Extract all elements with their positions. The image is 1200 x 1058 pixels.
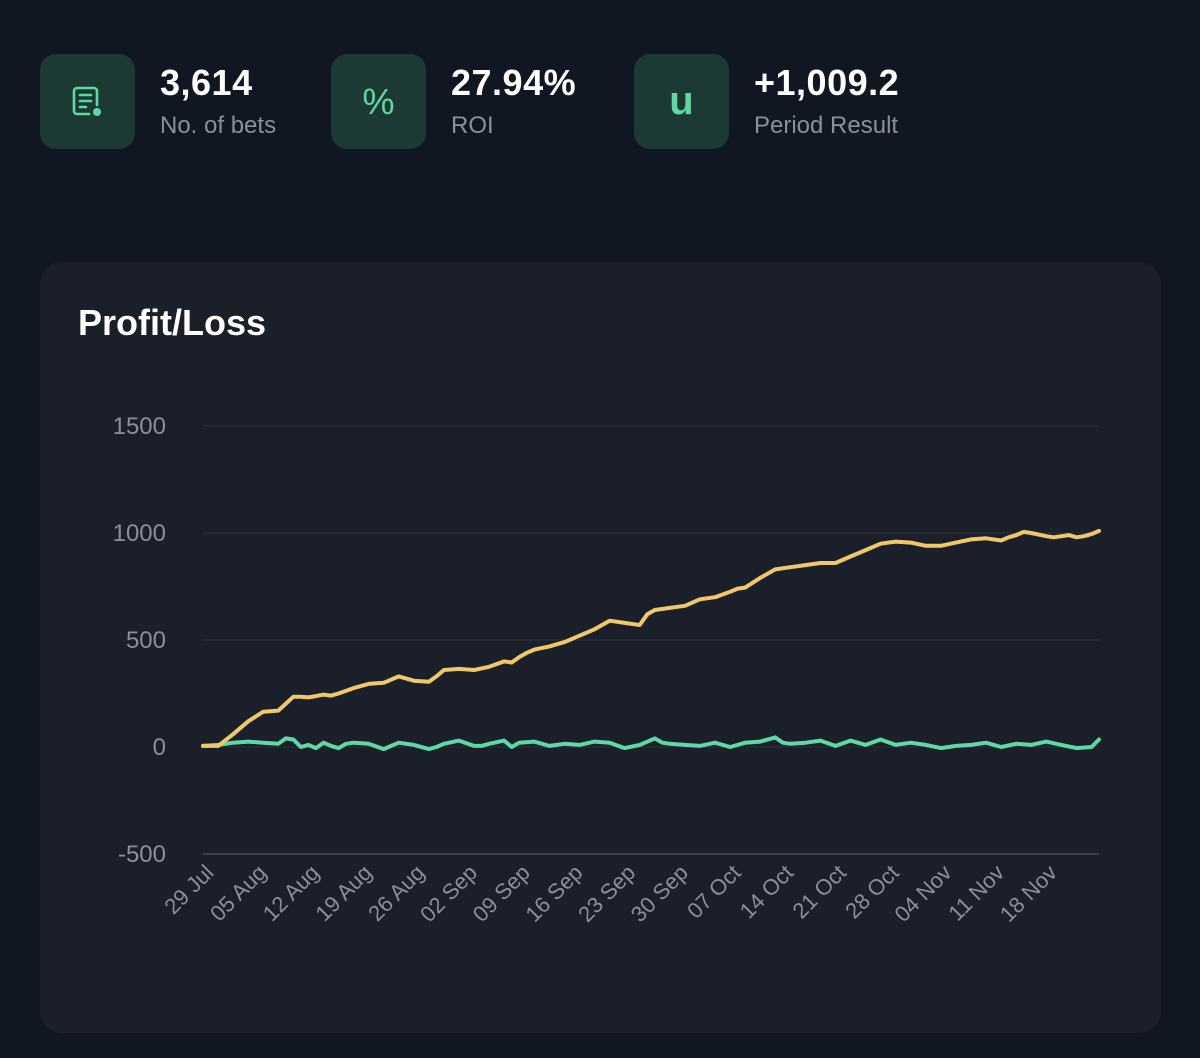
period-result-label: Period Result <box>754 112 899 139</box>
period-result-value: +1,009.2 <box>754 62 900 103</box>
x-tick-label: 09 Sep <box>468 860 535 927</box>
x-tick-label: 21 Oct <box>787 860 851 924</box>
chart-title: Profit/Loss <box>78 302 267 343</box>
roi-label: ROI <box>451 112 494 139</box>
roi-value: 27.94% <box>451 62 577 103</box>
x-tick-label: 23 Sep <box>573 860 640 927</box>
percent-icon: % <box>331 54 426 149</box>
x-tick-label: 19 Aug <box>311 860 377 926</box>
series-lines <box>201 528 1101 752</box>
x-tick-label: 07 Oct <box>682 860 746 924</box>
units-icon: u <box>634 54 729 149</box>
y-tick-label: 1000 <box>113 520 166 547</box>
series-line-daily-result <box>201 735 1101 752</box>
bets-count: 3,614 <box>160 62 253 103</box>
y-tick-label: 1500 <box>113 413 166 440</box>
x-tick-label: 16 Sep <box>520 860 587 927</box>
grid-lines <box>203 425 1099 855</box>
stats-row: 3,614 No. of bets % 27.94% ROI u +1,009.… <box>40 54 1160 150</box>
percent-glyph: % <box>362 80 395 122</box>
x-tick-label: 11 Nov <box>943 860 1009 926</box>
x-tick-label: 02 Sep <box>415 860 482 927</box>
x-tick-label: 04 Nov <box>889 860 956 927</box>
x-tick-label: 05 Aug <box>205 860 271 926</box>
x-tick-label: 30 Sep <box>626 860 693 927</box>
series-line-cumulative-profit <box>201 528 1101 748</box>
y-tick-label: 500 <box>126 627 166 654</box>
bets-label: No. of bets <box>160 112 277 139</box>
x-tick-label: 14 Oct <box>735 860 799 924</box>
receipt-icon <box>40 54 135 149</box>
units-glyph: u <box>669 79 694 123</box>
x-tick-label: 26 Aug <box>363 860 429 926</box>
x-tick-label: 12 Aug <box>258 860 324 926</box>
profit-loss-card: Profit/Loss 1500 1000 500 0 -500 29 Jul 05 Au… <box>40 262 1161 1033</box>
x-tick-label: 18 Nov <box>995 860 1062 927</box>
y-tick-label: 0 <box>153 734 166 761</box>
y-tick-label: -500 <box>118 841 166 868</box>
y-axis-ticks: 1500 1000 500 0 -500 <box>113 413 166 868</box>
